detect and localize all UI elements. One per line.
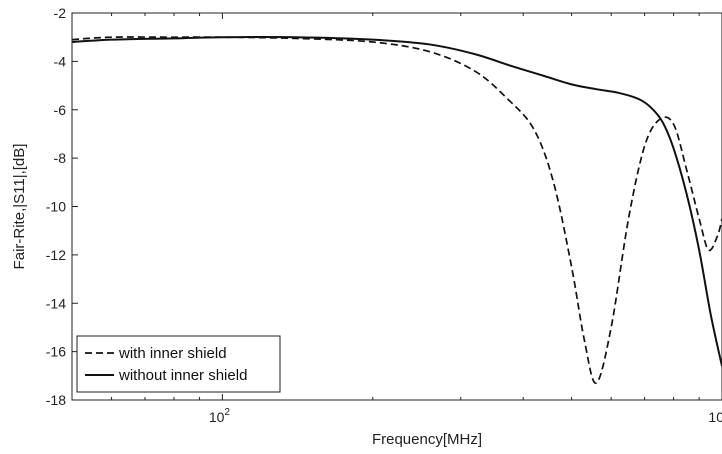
y-tick-label: -8	[54, 150, 67, 166]
axes: -18 -16 -14 -12 -10 -8 -6 -4 -2 102 103	[46, 5, 722, 425]
x-axis-title: Frequency[MHz]	[372, 431, 482, 448]
legend-box	[76, 335, 281, 393]
series-line-without-inner-shield	[72, 35, 722, 367]
legend-label-without-inner-shield: without inner shield	[118, 367, 247, 384]
series-line-with-inner-shield	[72, 36, 722, 384]
y-tick-label: -16	[46, 344, 66, 360]
x-tick-label: 102	[209, 407, 231, 425]
y-tick-label: -14	[46, 295, 66, 311]
y-tick-label: -10	[46, 199, 66, 215]
y-tick-label: -4	[54, 53, 67, 69]
legend: with inner shield without inner shield	[76, 335, 281, 393]
legend-label-with-inner-shield: with inner shield	[118, 345, 227, 362]
plot-area	[72, 35, 722, 384]
y-tick-label: -18	[46, 392, 66, 408]
y-tick-label: -6	[54, 102, 67, 118]
y-axis-title: Fair-Rite,|S11|,[dB]	[11, 144, 28, 270]
x-tick-label: 103	[708, 407, 722, 425]
y-tick-label: -12	[46, 247, 66, 263]
y-tick-label: -2	[54, 5, 67, 21]
